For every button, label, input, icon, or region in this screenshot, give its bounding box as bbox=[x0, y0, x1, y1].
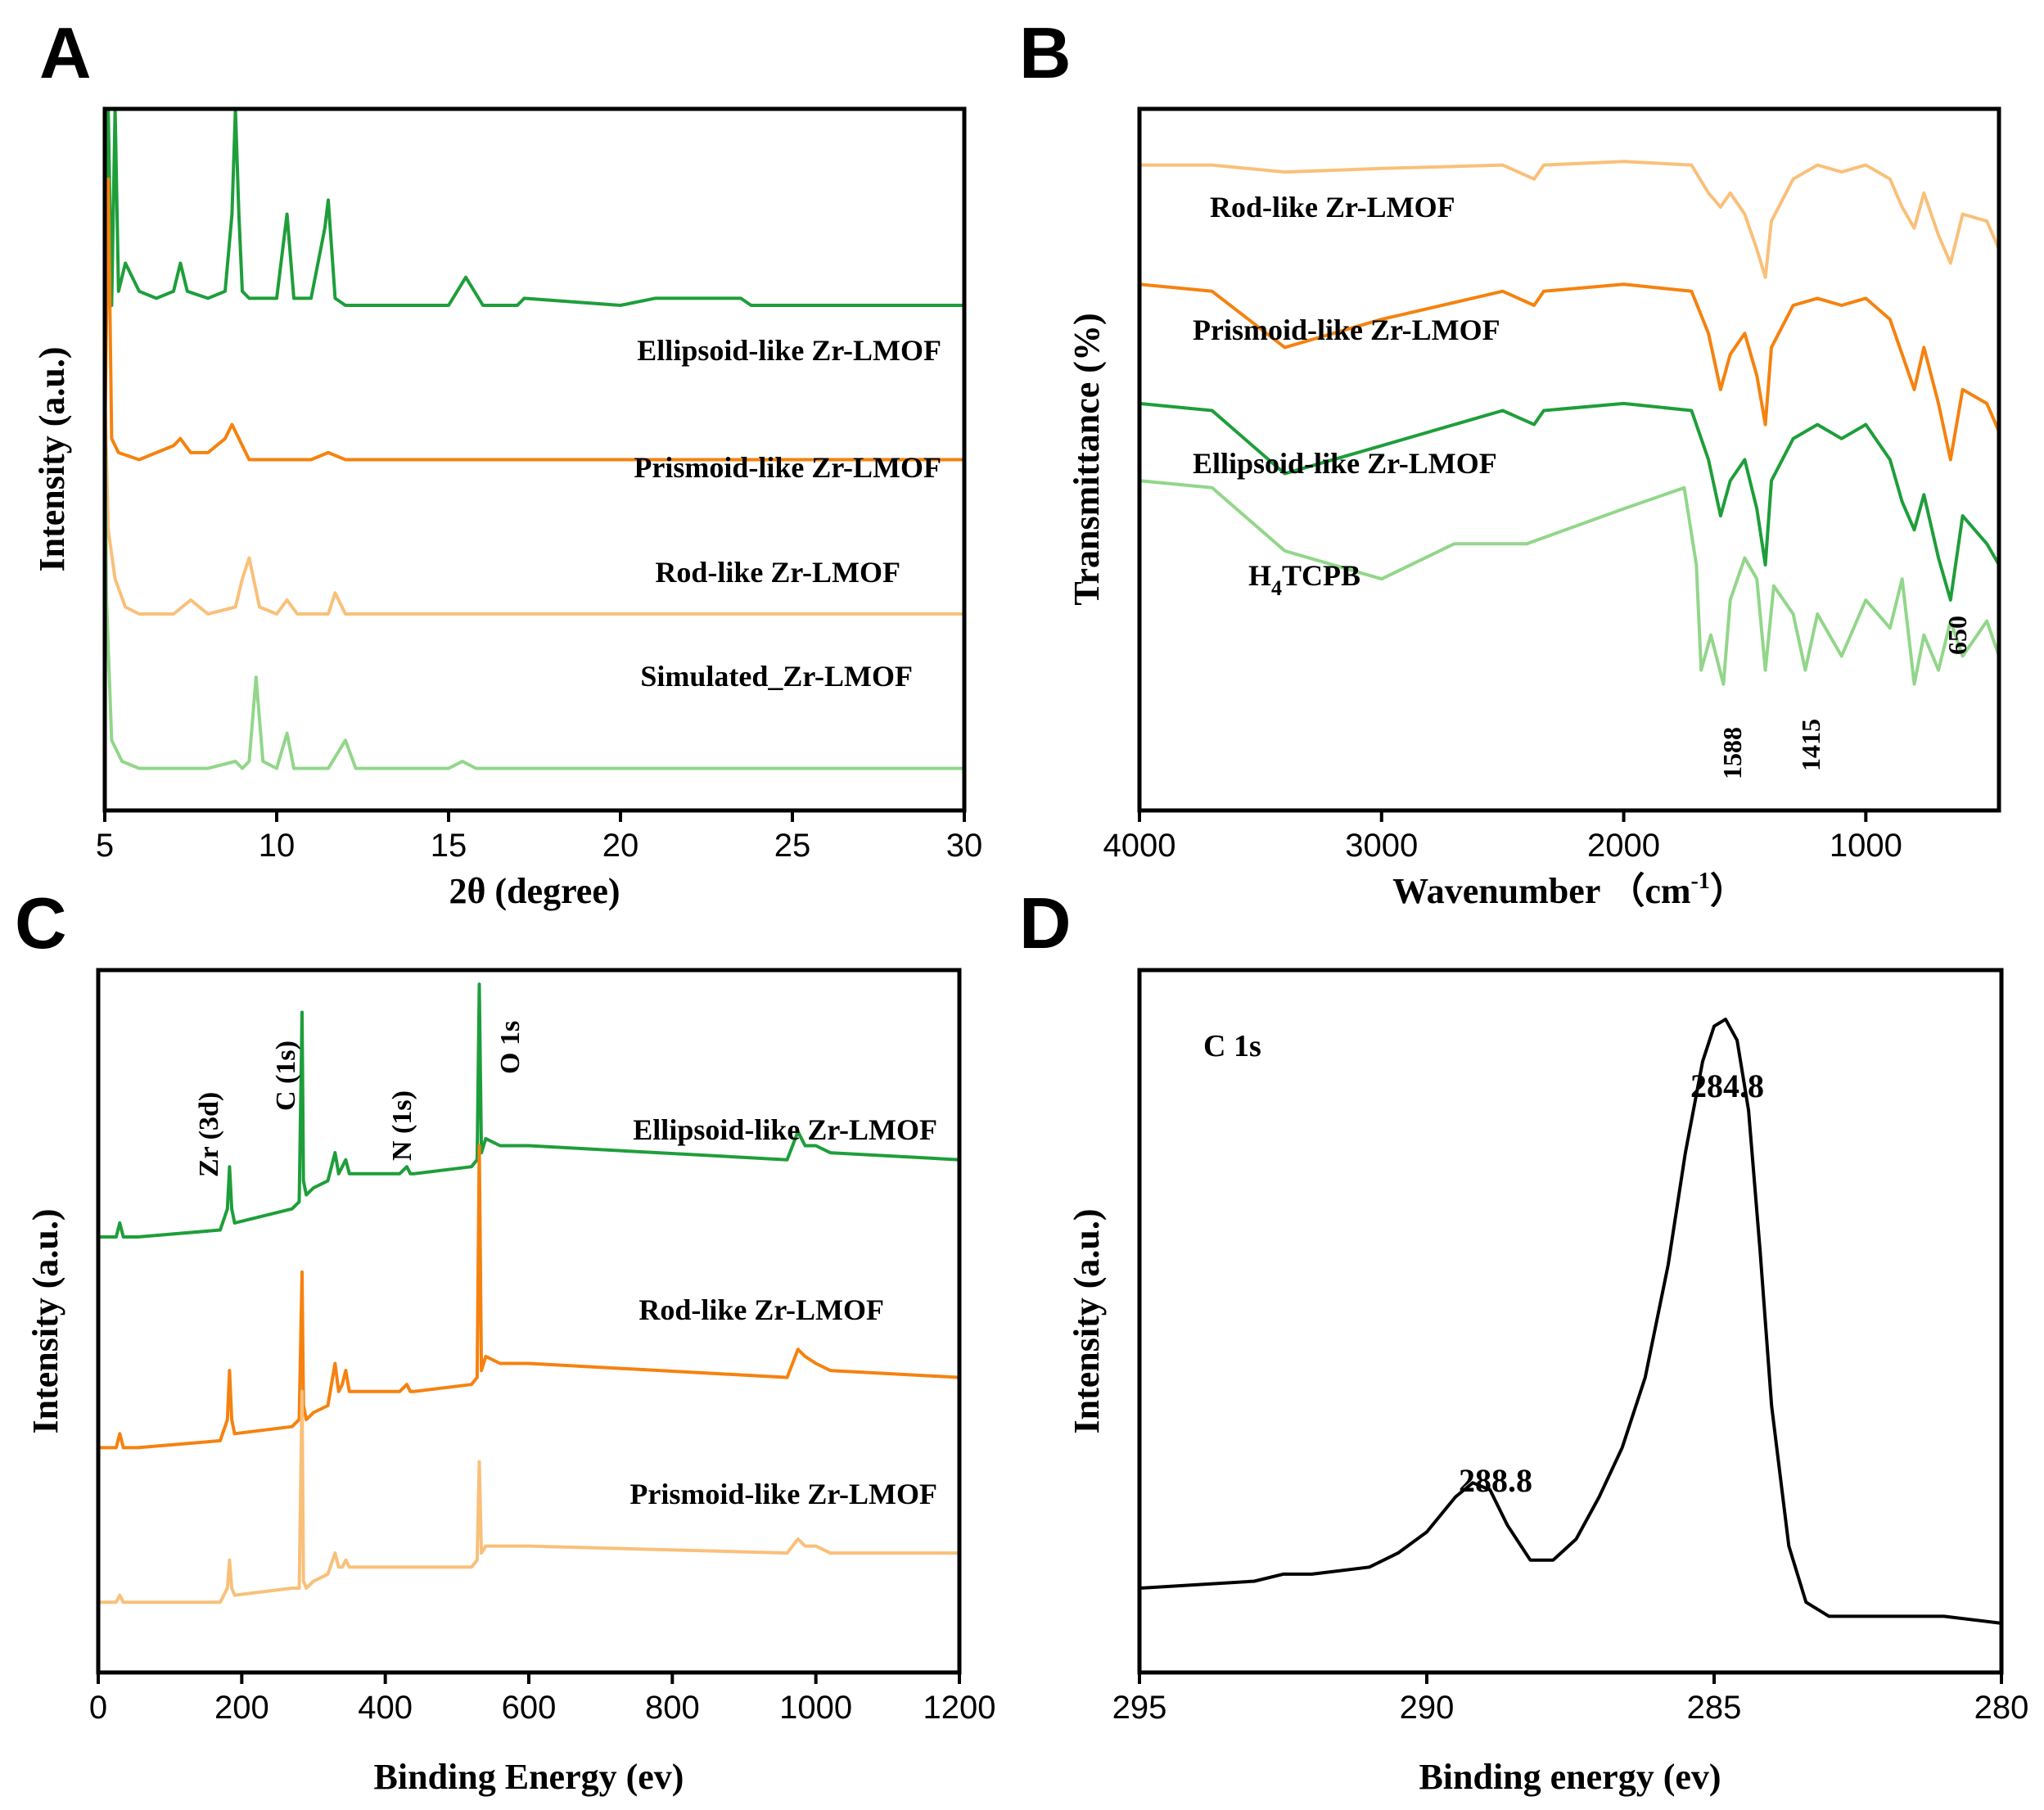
panel-letter-c: C bbox=[15, 882, 67, 964]
x-tick-label-b-3: 1000 bbox=[1830, 828, 1902, 864]
plot-b-xlabel-close: ） bbox=[1710, 871, 1746, 911]
x-tick-label-c-6: 1200 bbox=[923, 1690, 996, 1726]
plot-a-series bbox=[103, 107, 964, 770]
plot-d-peak-main-label: 284.8 bbox=[1690, 1067, 1764, 1104]
series-line-a-2 bbox=[103, 389, 964, 616]
panel-a: A 5 10 15 20 25 30 2θ (degree) Intensity (a.u… bbox=[32, 12, 982, 911]
panel-letter-d: D bbox=[1019, 882, 1072, 964]
x-tick-label-b-2: 2000 bbox=[1587, 828, 1660, 864]
panel-d: D 295 290 285 280 Binding energy (ev) Inten… bbox=[1019, 882, 2028, 1797]
x-tick-label-a-1: 10 bbox=[259, 828, 296, 864]
plot-a-ylabel: Intensity (a.u.) bbox=[32, 346, 72, 571]
x-tick-label-c-3: 600 bbox=[502, 1690, 557, 1726]
plot-d-frame bbox=[1137, 968, 2004, 1675]
plot-c-label-rod: Rod-like Zr-LMOF bbox=[638, 1293, 884, 1326]
plot-a-ticks: 5 10 15 20 25 30 bbox=[96, 810, 982, 864]
x-tick-label-d-2: 285 bbox=[1687, 1690, 1742, 1726]
plot-d-peak-minor-label: 288.8 bbox=[1459, 1462, 1532, 1499]
x-tick-label-c-5: 1000 bbox=[779, 1690, 852, 1726]
plot-a-label-ellipsoid: Ellipsoid-like Zr-LMOF bbox=[637, 334, 941, 367]
x-tick-label-a-3: 20 bbox=[602, 828, 639, 864]
plot-d-ylabel: Intensity (a.u.) bbox=[1067, 1208, 1107, 1433]
plot-c-series bbox=[98, 982, 960, 1605]
plot-b-frame bbox=[1137, 106, 2001, 813]
plot-b-label-prismoid: Prismoid-like Zr-LMOF bbox=[1193, 314, 1500, 346]
plot-b-h4tcpb-sub: 4 bbox=[1271, 576, 1282, 600]
plot-b-peak-650: 650 bbox=[1942, 616, 1972, 655]
x-tick-label-b-1: 3000 bbox=[1345, 828, 1418, 864]
plot-b-h4tcpb-rest: TCPB bbox=[1282, 559, 1360, 592]
series-line-b-3 bbox=[1139, 479, 2001, 686]
x-tick-label-c-1: 200 bbox=[214, 1690, 269, 1726]
x-tick-label-c-4: 800 bbox=[645, 1690, 700, 1726]
plot-b-h4tcpb-h: H bbox=[1248, 559, 1271, 592]
series-line-a-3 bbox=[103, 389, 964, 770]
x-tick-label-a-0: 5 bbox=[96, 828, 114, 864]
plot-d-ticks: 295 290 285 280 bbox=[1112, 1672, 2029, 1726]
plot-d-series bbox=[1139, 1018, 2002, 1625]
x-tick-label-a-5: 30 bbox=[946, 828, 983, 864]
plot-a-label-prismoid: Prismoid-like Zr-LMOF bbox=[634, 451, 941, 484]
plot-b-peak-1588: 1588 bbox=[1717, 727, 1747, 779]
plot-c-xlabel: Binding Energy (ev) bbox=[374, 1757, 684, 1797]
panel-c: C 0 200 400 600 800 1000 1200 Binding Energy (… bbox=[15, 882, 995, 1797]
plot-b-xlabel: Wavenumber （cm-1） bbox=[1392, 869, 1746, 911]
panel-b: B 4000 3000 2000 1000 Wavenumber （cm-1） Tran… bbox=[1019, 12, 2001, 911]
x-tick-label-d-3: 280 bbox=[1974, 1690, 2029, 1726]
x-tick-label-c-2: 400 bbox=[358, 1690, 413, 1726]
plot-b-ylabel: Transmittance (%) bbox=[1067, 313, 1107, 605]
plot-a-frame bbox=[102, 106, 967, 813]
series-line-a-1 bbox=[103, 177, 964, 462]
plot-b-label-ellipsoid: Ellipsoid-like Zr-LMOF bbox=[1193, 447, 1497, 480]
plot-c-peak-zr3d: Zr (3d) bbox=[194, 1092, 224, 1177]
series-line-b-0 bbox=[1139, 160, 2001, 279]
plot-d-xlabel: Binding energy (ev) bbox=[1419, 1757, 1721, 1797]
series-line-b-1 bbox=[1139, 282, 2001, 462]
x-tick-label-d-1: 290 bbox=[1400, 1690, 1455, 1726]
plot-a-label-rod: Rod-like Zr-LMOF bbox=[655, 556, 900, 589]
plot-c-label-prismoid: Prismoid-like Zr-LMOF bbox=[629, 1478, 937, 1510]
plot-b-label-rod: Rod-like Zr-LMOF bbox=[1210, 191, 1455, 223]
x-tick-label-d-0: 295 bbox=[1112, 1690, 1167, 1726]
series-line-a-0 bbox=[103, 107, 964, 307]
plot-b-peak-1415: 1415 bbox=[1796, 719, 1825, 771]
series-line-c-2 bbox=[98, 1389, 959, 1605]
x-tick-label-a-2: 15 bbox=[431, 828, 467, 864]
plot-a-xlabel: 2θ (degree) bbox=[449, 871, 620, 911]
series-line-c-0 bbox=[98, 982, 960, 1239]
series-line-d-0 bbox=[1139, 1018, 2002, 1625]
series-line-c-1 bbox=[98, 1144, 960, 1450]
plot-c-peak-c1s: C (1s) bbox=[271, 1040, 301, 1111]
x-tick-label-c-0: 0 bbox=[89, 1690, 107, 1726]
plot-c-ticks: 0 200 400 600 800 1000 1200 bbox=[89, 1672, 996, 1726]
x-tick-label-a-4: 25 bbox=[774, 828, 811, 864]
plot-c-peak-n1s: N (1s) bbox=[387, 1090, 417, 1161]
plot-b-label-h4tcpb: H4TCPB bbox=[1248, 559, 1360, 600]
plot-d-inner-label: C 1s bbox=[1203, 1029, 1261, 1063]
plot-c-peak-o1s: O 1s bbox=[495, 1021, 526, 1074]
series-line-b-2 bbox=[1139, 401, 2001, 602]
plot-b-series bbox=[1139, 160, 2001, 686]
plot-c-label-ellipsoid: Ellipsoid-like Zr-LMOF bbox=[633, 1113, 937, 1146]
plot-b-xlabel-main: Wavenumber bbox=[1392, 871, 1600, 911]
panel-letter-b: B bbox=[1019, 12, 1072, 93]
plot-c-ylabel: Intensity (a.u.) bbox=[25, 1208, 65, 1433]
plot-b-xlabel-unit: （cm bbox=[1609, 871, 1690, 911]
plot-a-label-simulated: Simulated_Zr-LMOF bbox=[640, 660, 913, 693]
x-tick-label-b-0: 4000 bbox=[1103, 828, 1176, 864]
plot-b-ticks: 4000 3000 2000 1000 bbox=[1103, 810, 1902, 864]
panel-letter-a: A bbox=[39, 12, 92, 93]
plot-b-xlabel-sup: -1 bbox=[1691, 869, 1710, 894]
